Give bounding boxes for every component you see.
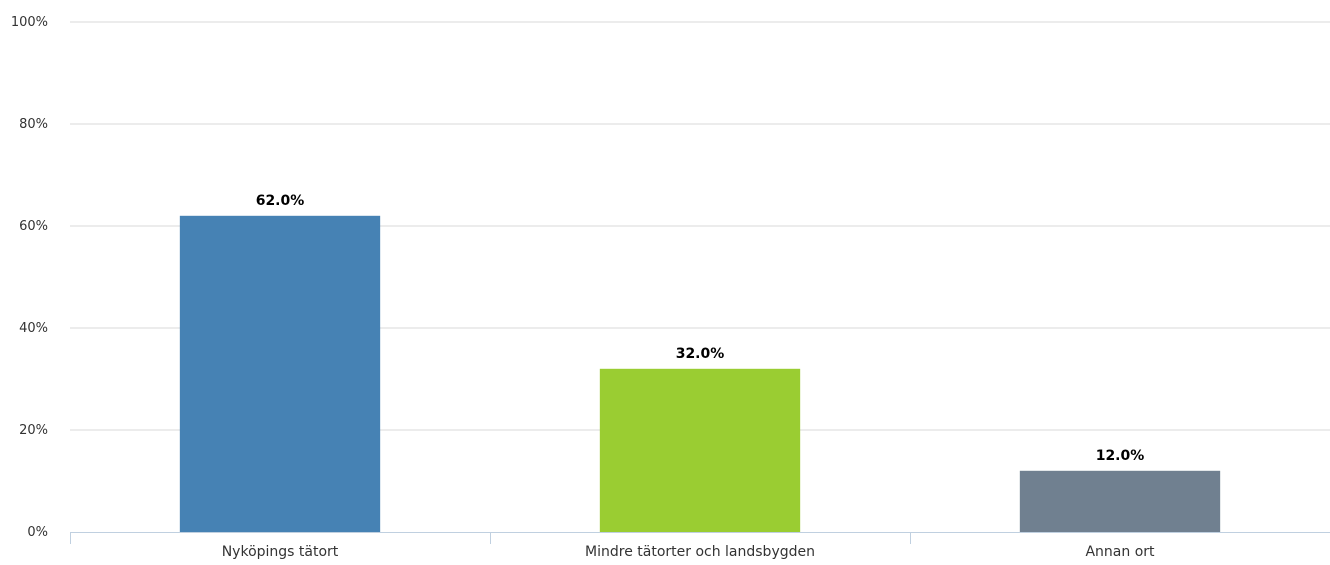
y-tick-label: 80% <box>19 117 48 132</box>
y-tick-label: 100% <box>11 15 48 30</box>
data-label: 12.0% <box>1096 448 1145 464</box>
data-labels: 62.0% 32.0% 12.0% <box>256 193 1145 464</box>
data-label: 62.0% <box>256 193 305 209</box>
y-axis-ticks: 0% 20% 40% 60% 80% 100% <box>11 15 48 540</box>
x-tick-label: Annan ort <box>1085 544 1155 560</box>
data-label: 32.0% <box>676 346 725 362</box>
bar <box>179 215 381 533</box>
bar <box>1019 470 1221 532</box>
bar <box>599 368 801 532</box>
y-tick-label: 0% <box>27 525 48 540</box>
x-axis: Nyköpings tätort Mindre tätorter och land… <box>70 532 1330 560</box>
bars <box>179 215 1221 533</box>
x-tick-label: Mindre tätorter och landsbygden <box>585 544 815 560</box>
y-tick-label: 60% <box>19 219 48 234</box>
x-tick-label: Nyköpings tätort <box>222 544 339 560</box>
y-tick-label: 40% <box>19 321 48 336</box>
y-tick-label: 20% <box>19 423 48 438</box>
